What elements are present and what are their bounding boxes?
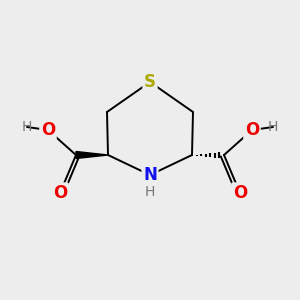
Text: H: H [145,185,155,199]
Text: H: H [22,120,32,134]
Text: O: O [41,121,55,139]
Text: O: O [53,184,67,202]
Text: O: O [245,121,259,139]
Polygon shape [76,152,108,158]
Text: N: N [143,166,157,184]
Text: S: S [144,73,156,91]
Text: O: O [233,184,247,202]
Text: H: H [268,120,278,134]
